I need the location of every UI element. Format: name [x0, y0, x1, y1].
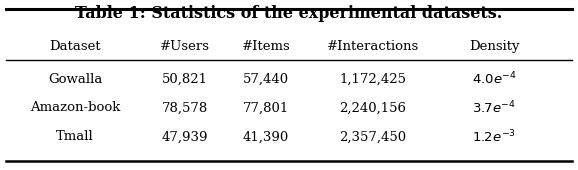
- Text: 2,357,450: 2,357,450: [339, 130, 406, 143]
- Text: Table 1: Statistics of the experimental datasets.: Table 1: Statistics of the experimental …: [75, 5, 503, 22]
- Text: 2,240,156: 2,240,156: [339, 101, 406, 114]
- Text: 78,578: 78,578: [162, 101, 208, 114]
- Text: Gowalla: Gowalla: [48, 73, 102, 86]
- Text: 50,821: 50,821: [162, 73, 208, 86]
- Text: 77,801: 77,801: [243, 101, 289, 114]
- Text: #Items: #Items: [242, 40, 290, 53]
- Text: Dataset: Dataset: [49, 40, 101, 53]
- Text: 1,172,425: 1,172,425: [339, 73, 406, 86]
- Text: Density: Density: [469, 40, 520, 53]
- Text: 41,390: 41,390: [243, 130, 289, 143]
- Text: #Users: #Users: [160, 40, 210, 53]
- Text: 57,440: 57,440: [243, 73, 289, 86]
- Text: Tmall: Tmall: [56, 130, 94, 143]
- Text: $4.0\mathit{e}^{-4}$: $4.0\mathit{e}^{-4}$: [472, 71, 517, 87]
- Text: #Interactions: #Interactions: [327, 40, 419, 53]
- Text: $3.7\mathit{e}^{-4}$: $3.7\mathit{e}^{-4}$: [472, 100, 516, 116]
- Text: $1.2\mathit{e}^{-3}$: $1.2\mathit{e}^{-3}$: [472, 129, 516, 145]
- Text: Amazon-book: Amazon-book: [30, 101, 120, 114]
- Text: 47,939: 47,939: [162, 130, 208, 143]
